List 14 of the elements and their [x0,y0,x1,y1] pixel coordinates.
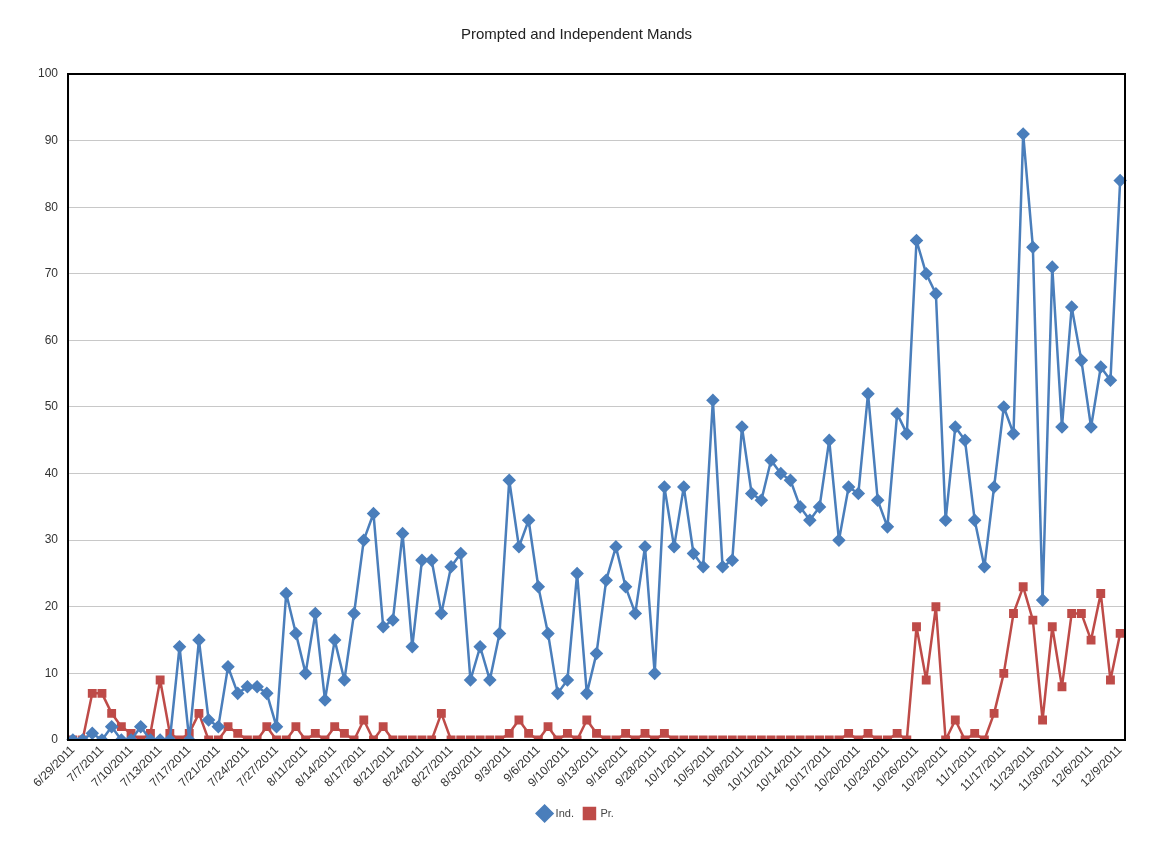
chart-title: Prompted and Independent Mands [461,25,692,43]
y-tick-label: 70 [44,266,59,281]
y-tick-label: 0 [51,732,59,747]
y-tick-label: 100 [37,66,59,81]
y-tick-label: 90 [44,132,59,147]
legend-label: Pr. [600,806,614,819]
legend-label: Ind. [555,806,574,819]
y-tick-label: 10 [44,665,59,680]
y-tick-label: 60 [44,332,59,347]
y-tick-label: 80 [44,199,59,214]
y-tick-label: 30 [44,532,59,547]
y-tick-label: 20 [44,599,59,614]
y-tick-label: 40 [44,465,59,480]
y-tick-label: 50 [44,399,59,414]
